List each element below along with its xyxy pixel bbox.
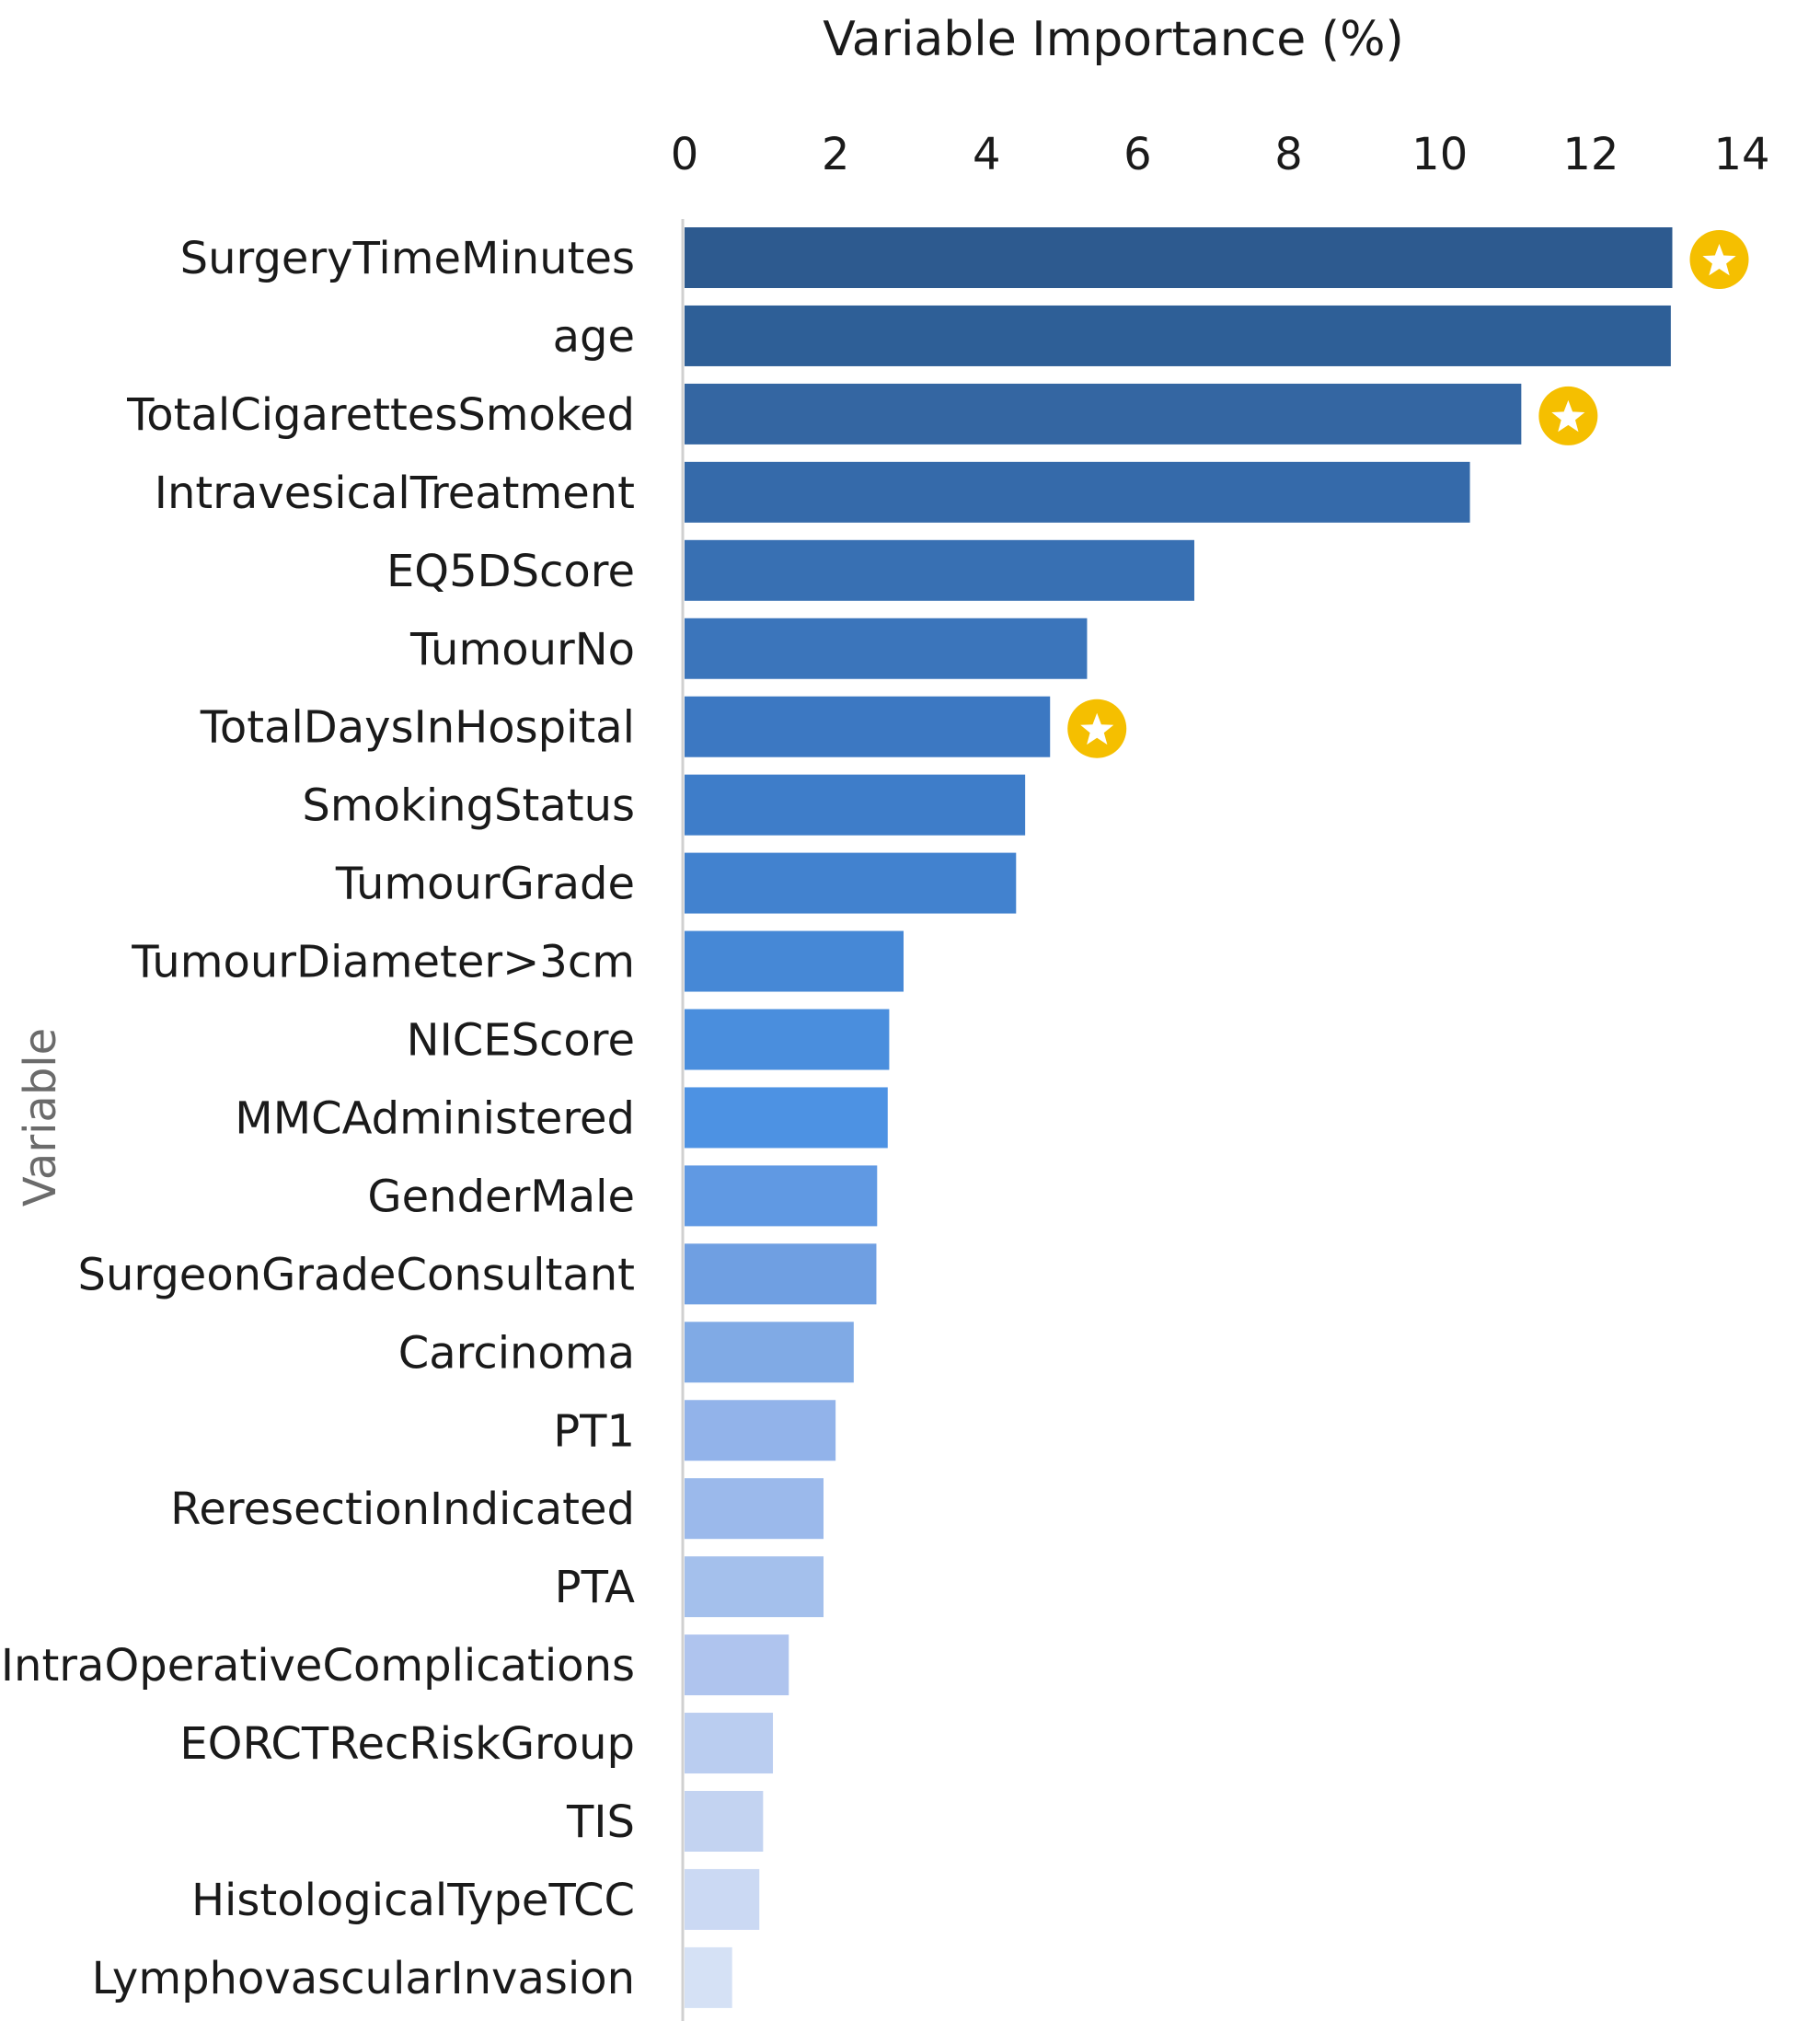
bar [685,1946,732,2008]
bars-group [685,227,1673,2008]
bar [685,305,1671,366]
category-label: PT1 [553,1405,635,1457]
category-label: TumourGrade [335,859,635,910]
star-icon [1551,399,1585,433]
x-axis-ticks: 0 2 4 6 8 10 12 14 [671,129,1770,180]
bar [685,461,1470,523]
bar [685,1868,760,1930]
x-tick-label: 6 [1123,129,1152,180]
category-label: TotalCigarettesSmoked [126,389,635,441]
bar [685,1791,764,1852]
x-tick-label: 2 [822,129,850,180]
category-label: Carcinoma [398,1327,635,1379]
category-label: IntraOperativeComplications [1,1640,635,1692]
category-label: TumourDiameter>3cm [131,937,635,988]
bar [685,1556,824,1618]
category-label: GenderMale [367,1171,635,1222]
bar [685,539,1194,601]
category-label: age [553,311,635,363]
bar [685,1087,888,1149]
bar [685,1165,878,1227]
x-tick-label: 4 [973,129,1001,180]
category-label: IntravesicalTreatment [155,468,635,519]
category-label: TumourNo [409,624,635,676]
chart-title: Variable Importance (%) [823,12,1404,67]
category-label: LymphovascularInvasion [92,1953,635,2004]
x-tick-label: 14 [1713,129,1769,180]
bar [685,618,1088,679]
bar [685,227,1673,288]
category-label: HistologicalTypeTCC [191,1875,635,1926]
x-tick-label: 8 [1274,129,1303,180]
star-icon [1702,244,1736,276]
bar [685,1400,836,1461]
category-label: TIS [566,1796,635,1848]
category-label: ReresectionIndicated [170,1484,635,1535]
category-label: TotalDaysInHospital [200,702,635,754]
bar [685,1243,877,1305]
bar [685,930,904,992]
category-label: SurgeonGradeConsultant [78,1249,635,1300]
bar [685,852,1017,914]
category-label: NICEScore [407,1015,635,1067]
x-tick-label: 10 [1411,129,1468,180]
star-icon [1080,712,1114,745]
category-label: PTA [555,1562,636,1613]
x-tick-label: 12 [1562,129,1618,180]
bar [685,383,1522,445]
bar [685,1478,824,1540]
bar [685,1009,890,1070]
bar [685,1713,774,1774]
y-axis-label: Variable [15,1028,66,1207]
category-label: SmokingStatus [302,780,635,832]
category-label: EQ5DScore [386,546,635,597]
bar [685,1634,789,1696]
x-tick-label: 0 [671,129,699,180]
category-label: SurgeryTimeMinutes [180,233,635,284]
category-labels: SurgeryTimeMinutes age TotalCigarettesSmok… [1,233,635,2004]
star-markers [1067,230,1749,758]
category-label: MMCAdministered [235,1092,635,1144]
category-label: EORCTRecRiskGroup [179,1718,635,1770]
bar [685,696,1051,757]
bar [685,774,1026,836]
bar [685,1322,854,1383]
